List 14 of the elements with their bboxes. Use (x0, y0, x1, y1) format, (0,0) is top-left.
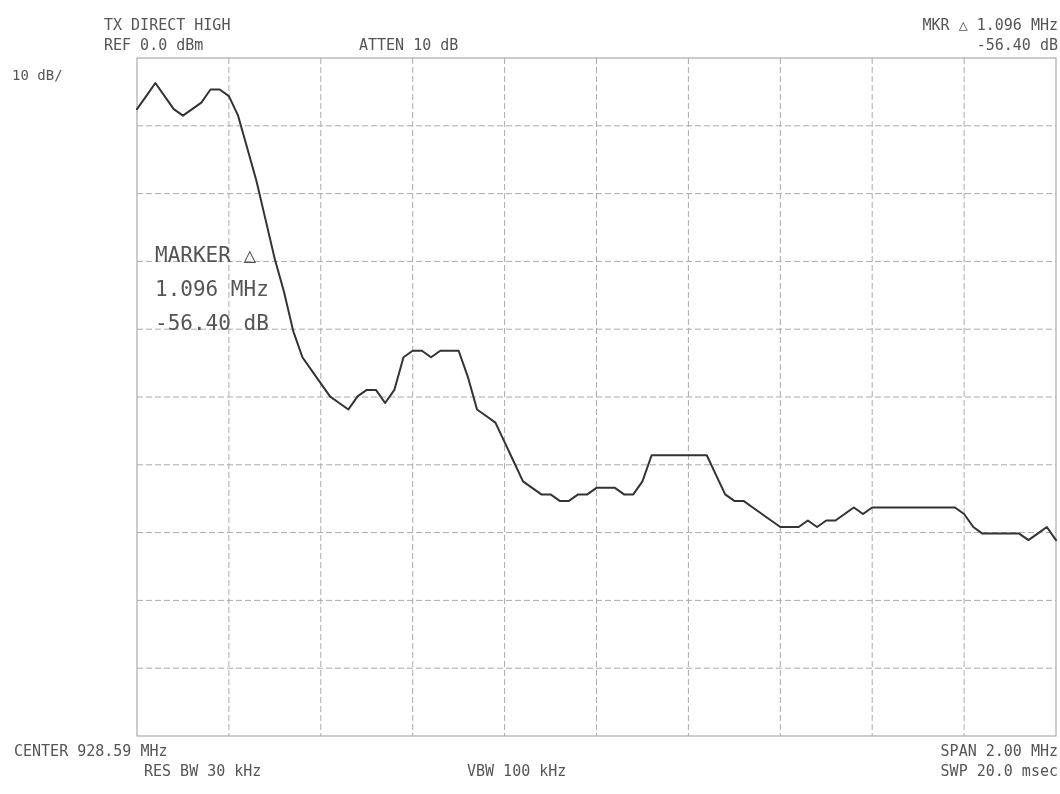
annotation: -56.40 dB (155, 311, 269, 335)
text: -56.40 dB (976, 36, 1058, 54)
annotation: 1.096 MHz (155, 277, 269, 301)
chart-title: TX DIRECT HIGH (104, 16, 231, 34)
text: CENTER 928.59 MHz (14, 742, 168, 760)
text: SPAN 2.00 MHz (940, 742, 1058, 760)
text: VBW 100 kHz (467, 762, 567, 780)
text: SWP 20.0 msec (940, 762, 1058, 780)
text: RES BW 30 kHz (144, 762, 262, 780)
text: REF 0.0 dBm (104, 36, 204, 54)
annotation: MARKER △ (155, 243, 257, 267)
text: MKR △ 1.096 MHz (922, 16, 1058, 34)
text: ATTEN 10 dB (359, 36, 459, 54)
text: 10 dB/ (12, 67, 63, 83)
